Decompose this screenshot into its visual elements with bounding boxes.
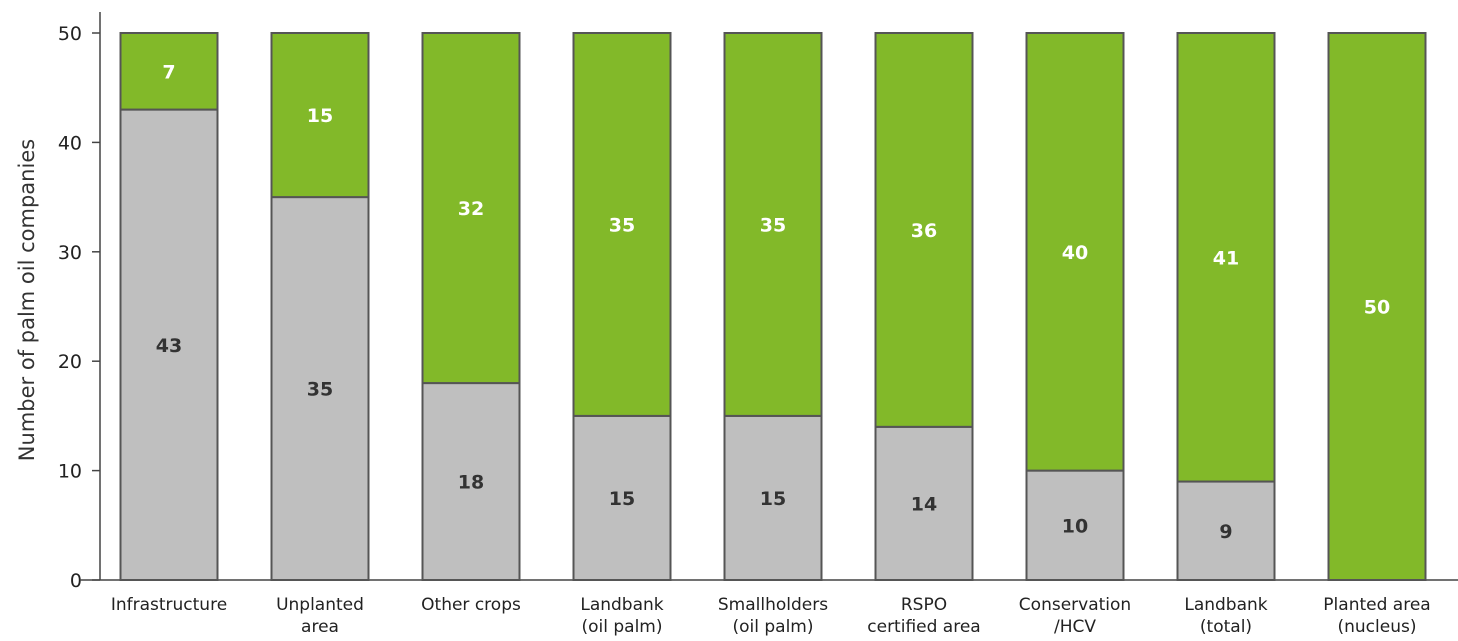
y-tick-label: 50 [58, 23, 82, 45]
y-tick-label: 20 [58, 351, 82, 373]
x-tick-label: Landbank (total) [1184, 595, 1267, 637]
bar-value-label: 15 [609, 488, 635, 510]
x-axis: Infrastructure Unplanted area Other crops La… [80, 579, 1458, 637]
x-tick-label: Infrastructure [111, 595, 227, 615]
x-tick-label: Conservation/HCV [1019, 595, 1131, 637]
bar-segment-green [421, 32, 521, 385]
x-tick-label: Planted area (nucleus) [1323, 595, 1430, 637]
bar-value-label: 50 [1364, 297, 1390, 319]
bar-value-label: 18 [458, 472, 484, 494]
bar-value-label: 10 [1062, 515, 1088, 537]
bar-value-label: 43 [156, 335, 182, 357]
y-axis-title: Number of palm oil companies [15, 139, 39, 461]
bar-value-label: 7 [162, 61, 175, 83]
bar-value-label: 35 [760, 214, 786, 236]
x-tick-label: Landbank (oil palm) [580, 595, 663, 637]
bar-value-label: 14 [911, 493, 937, 515]
bar-segment-green [1327, 32, 1427, 581]
bar-segment-green [270, 32, 370, 199]
bars [119, 32, 1427, 582]
bar-segment-grey [723, 414, 823, 581]
y-tick-label: 0 [70, 570, 82, 592]
bar-segment-green [1025, 32, 1125, 472]
bar-value-label: 35 [307, 379, 333, 401]
bar-value-label: 15 [760, 488, 786, 510]
bar-value-label: 41 [1213, 247, 1239, 269]
bar-segment-green [874, 32, 974, 428]
bar-value-label: 35 [609, 214, 635, 236]
bar-value-label: 36 [911, 220, 937, 242]
bar-value-label: 40 [1062, 242, 1088, 264]
y-tick-label: 40 [58, 132, 82, 154]
bar-segment-grey [119, 108, 219, 582]
bar-value-label: 32 [458, 198, 484, 220]
bar-segment-grey [874, 425, 974, 581]
y-axis: 0 10 20 30 40 50 [58, 12, 101, 592]
bar-segment-grey [1025, 469, 1125, 582]
bar-segment-green [1176, 32, 1276, 483]
bar-value-label: 15 [307, 105, 333, 127]
x-tick-label: Other crops [421, 595, 521, 615]
bar-segment-green [723, 32, 823, 417]
y-tick-label: 30 [58, 242, 82, 264]
x-tick-label: RSPO certified area [867, 595, 980, 637]
x-tick-label: Unplanted area [276, 595, 364, 637]
x-tick-label: Smallholders (oil palm) [718, 595, 828, 637]
data-labels: 43 7 35 15 18 32 15 35 15 35 14 36 10 40 9 41 50 [156, 61, 1390, 542]
bar-segment-green [119, 32, 219, 111]
bar-value-label: 9 [1219, 521, 1232, 543]
bar-segment-grey [421, 382, 521, 581]
y-tick-label: 10 [58, 461, 82, 483]
bar-segment-green [572, 32, 672, 417]
bar-segment-grey [270, 196, 370, 581]
